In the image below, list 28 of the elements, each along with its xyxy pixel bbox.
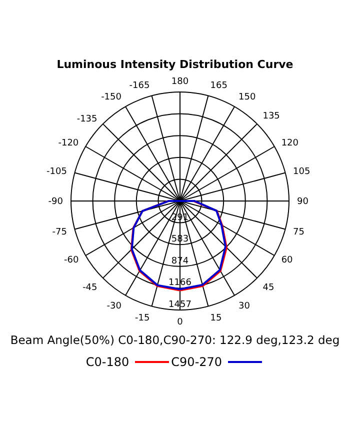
text: Beam Angle(50%) C0-180,C90-270: 122.9 deg,123.2 deg	[9, 333, 341, 347]
legend-label: C0-180	[86, 355, 130, 369]
spoke-label: 30	[238, 302, 250, 312]
spoke-label: 135	[262, 111, 280, 122]
spoke-label: -75	[52, 227, 67, 238]
chart-title: Luminous Intensity Distribution Curve	[56, 58, 294, 71]
spoke-label: -15	[135, 313, 150, 324]
spoke-label: -120	[58, 138, 79, 149]
spoke-label: 90	[297, 197, 309, 208]
spoke-label: 45	[262, 283, 274, 294]
spoke-label: -45	[82, 283, 98, 294]
spoke-label: 0	[177, 317, 184, 328]
spoke-label: 105	[293, 166, 310, 177]
spoke-label: 120	[281, 138, 299, 149]
spoke-label: -135	[76, 114, 98, 124]
spoke-label: -60	[64, 256, 79, 266]
spoke-label: 15	[210, 313, 222, 324]
spoke-label: 60	[281, 256, 294, 266]
spoke-label: -150	[101, 92, 122, 103]
spoke-label: -165	[129, 80, 150, 91]
spoke-label: 180	[171, 77, 189, 87]
spoke-label: -30	[106, 302, 122, 312]
legend-label: C90-270	[171, 355, 222, 369]
spoke-label: 165	[210, 80, 228, 91]
spoke-label: 75	[293, 227, 304, 238]
spoke-label: -90	[48, 197, 64, 208]
spoke-label: -105	[46, 166, 67, 177]
spoke-label: 150	[238, 92, 256, 103]
